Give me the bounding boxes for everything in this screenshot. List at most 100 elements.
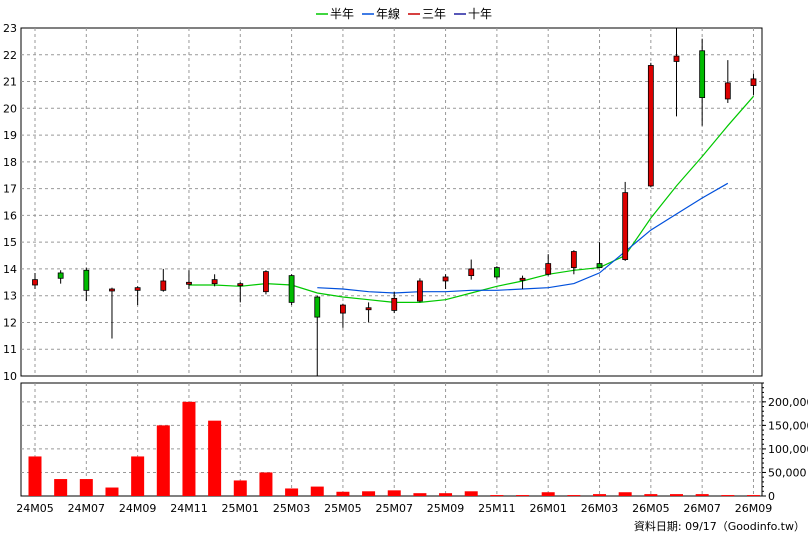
price-tick-label: 22	[3, 49, 17, 62]
volume-tick-label: 150,000	[768, 419, 808, 432]
x-tick-label: 24M07	[68, 502, 106, 515]
price-tick-label: 16	[3, 209, 17, 222]
volume-panel: 0 50,000 100,000 150,000 200,000	[20, 382, 808, 503]
x-tick-label: 25M09	[427, 502, 465, 515]
x-tick-label: 26M05	[632, 502, 670, 515]
data-date-footer: 資料日期: 09/17（Goodinfo.tw）	[633, 520, 805, 533]
volume-bar	[541, 492, 555, 496]
legend-label-1: 年線	[376, 6, 400, 21]
candle-body	[750, 78, 757, 86]
candle-body	[32, 279, 38, 286]
price-tick-label: 14	[3, 263, 17, 276]
candle-body	[570, 251, 577, 268]
price-tick-label: 17	[3, 183, 17, 196]
candle-body	[519, 277, 526, 281]
x-tick-label: 25M01	[222, 502, 260, 515]
price-tick-label: 18	[3, 156, 17, 169]
volume-bar	[567, 495, 581, 497]
candle-body	[365, 307, 372, 311]
price-panel: 10 11 12 13 14 15 16 17 18 19 20 21 22 23	[3, 22, 763, 383]
x-tick-label: 26M01	[529, 502, 567, 515]
volume-bar	[746, 495, 760, 497]
volume-bar	[644, 494, 658, 496]
volume-bar	[695, 494, 709, 496]
x-tick-label: 26M07	[683, 502, 721, 515]
candle-body	[622, 192, 629, 260]
volume-tick-label: 0	[768, 490, 775, 503]
candle-body	[493, 267, 500, 278]
candle-body	[160, 280, 167, 291]
volume-bar	[336, 491, 350, 496]
volume-bar	[79, 479, 93, 496]
legend-label-0: 半年	[330, 7, 354, 21]
x-tick-label: 26M09	[735, 502, 773, 515]
candle-body	[673, 55, 680, 62]
volume-bar	[54, 479, 68, 496]
candle-body	[237, 283, 244, 287]
ma-line-0	[189, 95, 754, 303]
volume-bar	[387, 490, 401, 496]
volume-bar	[28, 456, 42, 496]
volume-bar	[439, 493, 453, 496]
price-tick-label: 19	[3, 129, 17, 142]
candle-body	[724, 82, 731, 100]
legend: 半年 年線 三年 十年	[316, 6, 492, 21]
volume-bar	[516, 495, 530, 497]
price-plot-frame	[20, 27, 763, 377]
volume-bar	[233, 480, 247, 496]
x-tick-label: 25M03	[273, 502, 311, 515]
price-tick-label: 13	[3, 290, 17, 303]
price-tick-label: 23	[3, 22, 17, 35]
price-tick-label: 12	[3, 316, 17, 329]
candle-body	[442, 276, 449, 282]
candle-body	[416, 280, 423, 302]
candle-body	[57, 272, 64, 279]
volume-bar	[131, 456, 145, 496]
volume-bar	[285, 488, 299, 496]
candle-body	[596, 263, 603, 268]
volume-plot-frame	[20, 382, 763, 497]
volume-bar	[618, 492, 632, 496]
price-tick-label: 11	[3, 343, 17, 356]
candle-body	[134, 287, 141, 291]
volume-bar	[156, 425, 170, 496]
price-tick-label: 20	[3, 102, 17, 115]
volume-bar	[182, 401, 196, 496]
x-tick-label: 24M09	[119, 502, 157, 515]
candle-body	[109, 288, 115, 292]
volume-bar	[362, 491, 376, 496]
candle-body	[263, 271, 269, 293]
candle-body	[314, 296, 321, 318]
volume-bar	[105, 487, 119, 496]
legend-label-3: 十年	[468, 7, 492, 21]
price-tick-label: 15	[3, 236, 17, 249]
x-tick-label: 25M07	[375, 502, 413, 515]
volume-tick-label: 200,000	[768, 396, 808, 409]
candle-body	[186, 281, 192, 285]
candle-body	[340, 304, 346, 314]
candle-body	[391, 297, 398, 311]
volume-tick-label: 100,000	[768, 443, 808, 456]
volume-bar	[490, 495, 504, 497]
price-tick-label: 10	[3, 370, 17, 383]
candle-body	[468, 268, 475, 277]
volume-bar	[593, 494, 607, 496]
volume-bar	[259, 472, 273, 496]
x-axis: 24M05 24M07 24M09 24M11 25M01 25M03 25M05 25M07…	[16, 502, 772, 515]
candle-body	[211, 279, 218, 285]
x-tick-label: 24M05	[16, 502, 54, 515]
volume-bar	[464, 491, 478, 496]
candle-body	[699, 50, 706, 98]
price-tick-label: 21	[3, 76, 17, 89]
volume-bar	[413, 493, 427, 496]
volume-bar	[208, 420, 222, 496]
candle-body	[545, 263, 552, 275]
candle-body	[83, 269, 90, 291]
x-tick-label: 26M03	[581, 502, 619, 515]
candle-body	[647, 65, 654, 187]
x-tick-label: 24M11	[170, 502, 208, 515]
legend-label-2: 三年	[422, 7, 446, 21]
volume-bar	[670, 494, 683, 496]
volume-bar	[721, 495, 735, 497]
